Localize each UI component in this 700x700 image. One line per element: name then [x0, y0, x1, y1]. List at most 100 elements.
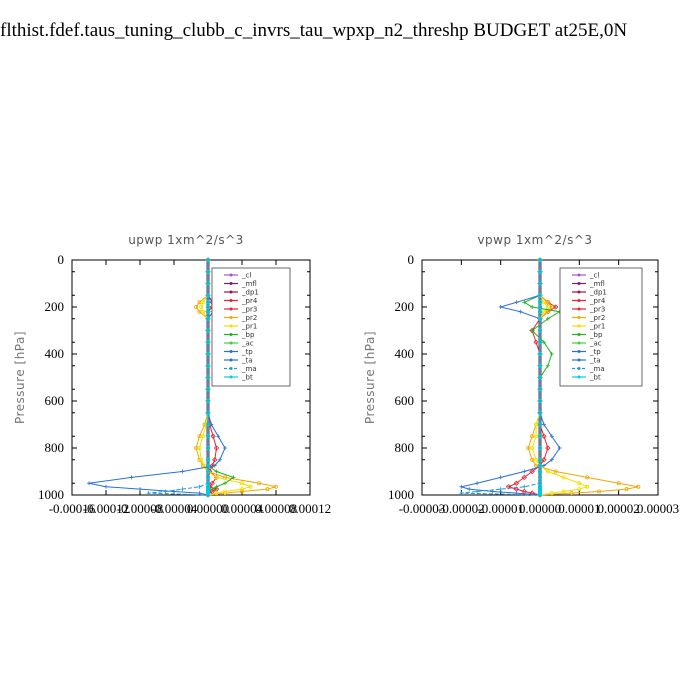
legend-label: _cl — [589, 272, 599, 280]
x-tick-label: 0.00001 — [558, 501, 600, 516]
data-point — [538, 304, 543, 309]
data-point — [538, 257, 543, 262]
data-point — [205, 398, 210, 403]
data-point — [205, 316, 210, 321]
data-point — [138, 487, 142, 492]
data-point — [205, 463, 210, 468]
legend-marker — [577, 367, 581, 370]
data-point — [538, 492, 543, 497]
data-point — [538, 445, 543, 450]
data-point — [265, 487, 270, 492]
legend-label: _bt — [589, 374, 601, 382]
data-point — [538, 422, 543, 427]
data-point — [577, 481, 582, 486]
data-point — [217, 457, 222, 462]
data-point — [545, 300, 550, 305]
data-point — [212, 463, 217, 468]
x-tick-label: -0.00012 — [83, 501, 130, 516]
data-point — [212, 457, 218, 463]
data-point — [538, 491, 543, 496]
data-point — [545, 445, 551, 451]
data-point — [205, 351, 210, 356]
data-point — [205, 269, 210, 274]
legend-marker — [229, 299, 233, 302]
data-point — [197, 445, 202, 450]
data-point — [538, 281, 543, 286]
data-point — [210, 433, 216, 439]
legend-label: _pr2 — [589, 314, 605, 322]
data-point — [538, 363, 543, 368]
data-point — [624, 487, 629, 492]
figure-title: flthist.fdef.taus_tuning_clubb_c_invrs_t… — [0, 20, 628, 41]
data-point — [521, 488, 527, 495]
data-point — [534, 422, 539, 427]
data-point — [553, 469, 558, 474]
y-tick-label: 800 — [395, 440, 415, 455]
legend-label: _bp — [241, 331, 255, 339]
y-tick-label: 600 — [45, 393, 65, 408]
legend-marker — [229, 290, 233, 294]
series-line-tp — [88, 260, 226, 496]
data-point — [205, 492, 210, 497]
legend-marker — [577, 324, 581, 328]
data-point — [104, 484, 108, 489]
data-point — [146, 491, 151, 496]
x-tick-label: 0.00008 — [255, 501, 297, 516]
chart-panel-1: upwp 1xm^2/s^3 Pressure [hPa] 0 200 400 600 80… — [13, 233, 331, 516]
legend-marker — [229, 307, 233, 311]
data-point — [213, 445, 220, 451]
data-point — [498, 487, 503, 492]
data-point — [209, 422, 214, 427]
data-point — [205, 410, 210, 415]
legend-marker — [229, 350, 233, 353]
legend-marker — [577, 333, 581, 336]
legend-label: _pr3 — [241, 306, 257, 314]
data-point — [214, 484, 219, 489]
data-point — [553, 304, 559, 310]
legend-marker — [229, 358, 233, 362]
legend-marker — [229, 367, 233, 370]
x-tick-label: -0.00003 — [399, 501, 446, 516]
legend-label: _pr2 — [241, 314, 257, 322]
legend-marker — [577, 273, 581, 277]
data-point — [199, 304, 204, 309]
data-point — [530, 328, 535, 333]
legend-label: _ta — [241, 357, 253, 365]
data-point — [213, 486, 220, 492]
data-point — [534, 457, 539, 462]
legend-marker — [577, 341, 581, 345]
data-point — [541, 457, 547, 463]
data-point — [205, 293, 210, 298]
data-point — [223, 481, 227, 486]
data-point — [205, 300, 210, 305]
legend-marker — [229, 375, 233, 379]
legend-marker — [577, 307, 581, 311]
data-point — [475, 481, 480, 486]
legend-marker — [577, 290, 581, 294]
data-point — [239, 489, 244, 494]
legend-label: _mfl — [241, 280, 257, 288]
x-tick-label: 0.00004 — [221, 501, 264, 516]
data-point — [534, 434, 539, 439]
plot-frame — [71, 259, 311, 496]
data-point — [248, 484, 253, 489]
data-point — [538, 475, 543, 480]
data-point — [180, 469, 185, 474]
x-tick-label: 0.00000 — [519, 501, 561, 516]
data-point — [205, 434, 210, 439]
data-point — [541, 309, 546, 314]
data-point — [214, 475, 219, 480]
legend-marker — [229, 333, 233, 336]
data-point — [585, 475, 590, 480]
data-point — [214, 469, 219, 474]
legend-label: _mfl — [589, 280, 605, 288]
data-point — [205, 445, 210, 450]
legend-label: _ac — [589, 340, 602, 348]
panel-title: upwp 1xm^2/s^3 — [128, 233, 244, 247]
data-point — [541, 300, 546, 305]
x-tick-label: 0.00000 — [187, 501, 229, 516]
data-point — [214, 491, 219, 496]
data-point — [569, 491, 574, 496]
data-point — [467, 487, 472, 492]
y-tick-label: 800 — [45, 440, 65, 455]
